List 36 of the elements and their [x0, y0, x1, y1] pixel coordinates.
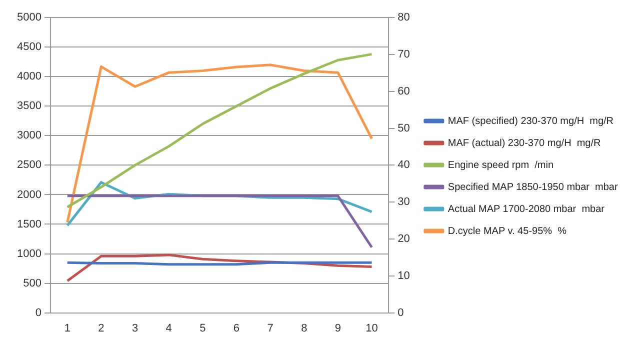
legend-label: MAF (specified) 230-370 mg/H mg/R — [448, 116, 614, 127]
y-tick-label: 1500 — [16, 218, 42, 230]
y2-tick-label: 60 — [398, 85, 410, 98]
y-tick-label: 2500 — [16, 159, 42, 172]
x-tick-label: 9 — [334, 322, 342, 334]
x-tick-label: 6 — [233, 322, 240, 334]
x-tick-label: 4 — [166, 322, 172, 334]
y2-tick-label: 0 — [398, 306, 404, 319]
x-tick-label: 10 — [366, 322, 378, 334]
legend-label: Engine speed rpm /min — [448, 160, 554, 171]
y-tick-label: 4000 — [16, 70, 42, 83]
y2-tick-label: 80 — [398, 12, 410, 24]
x-tick-label: 5 — [200, 322, 206, 334]
x-tick-label: 2 — [98, 322, 104, 334]
x-tick-label: 1 — [64, 322, 70, 334]
legend-label: Specified MAP 1850-1950 mbar mbar — [448, 182, 618, 193]
legend-label: D.cycle MAP v. 45-95% % — [448, 226, 567, 237]
legend-label: MAF (actual) 230-370 mg/H mg/R — [448, 138, 601, 149]
y-tick-label: 500 — [23, 277, 42, 290]
y2-tick-label: 30 — [398, 196, 410, 208]
y2-tick-label: 20 — [398, 233, 410, 246]
legend-label: Actual MAP 1700-2080 mbar mbar — [448, 204, 606, 215]
y2-tick-label: 50 — [398, 122, 410, 134]
y2-tick-label: 10 — [398, 270, 410, 282]
y2-tick-label: 40 — [398, 159, 410, 172]
x-tick-label: 7 — [267, 322, 274, 334]
y2-tick-label: 70 — [398, 48, 410, 61]
y-tick-label: 2000 — [16, 188, 42, 201]
y-tick-label: 3000 — [16, 130, 42, 142]
x-tick-label: 3 — [132, 322, 138, 334]
y-tick-label: 5000 — [16, 12, 42, 24]
x-tick-label: 8 — [301, 322, 308, 334]
y-tick-label: 1000 — [16, 248, 42, 260]
y-tick-label: 3500 — [16, 100, 42, 112]
y-tick-label: 4500 — [16, 41, 42, 54]
y-tick-label: 0 — [35, 306, 42, 319]
